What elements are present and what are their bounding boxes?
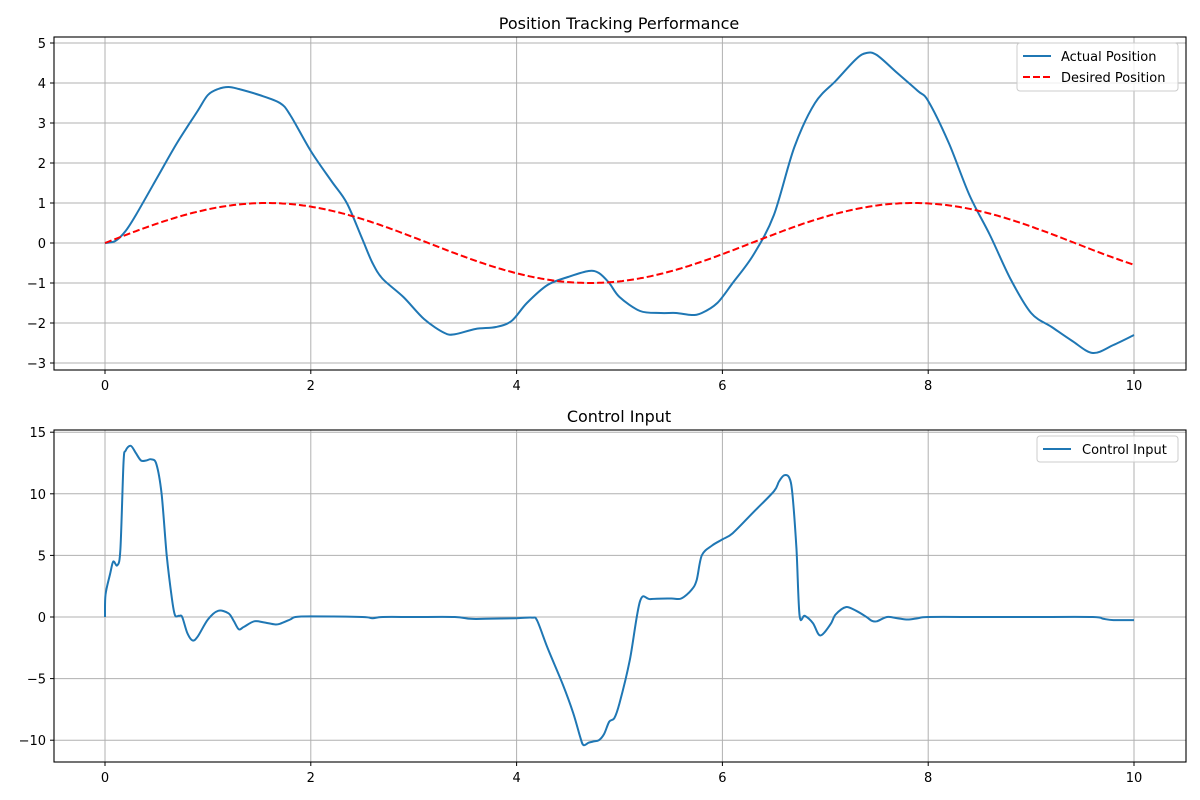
bottom-ytick-label: 5 [38, 549, 46, 564]
top-ytick-label: −1 [27, 277, 46, 292]
top-xtick-label: 2 [307, 379, 315, 394]
bottom-ytick-label: 15 [29, 426, 46, 441]
top-grid [54, 37, 1186, 370]
bottom-ytick-label: 10 [29, 488, 46, 503]
top-ytick-label: 0 [38, 237, 46, 252]
top-y-axis: −3 −2 −1 0 1 2 3 4 5 [27, 37, 54, 372]
top-xtick-label: 4 [512, 379, 520, 394]
bottom-xtick-label: 2 [307, 771, 315, 786]
control-input-plot: Control Input 0 2 4 6 8 10 −10 −5 0 5 10 15 Contro… [19, 407, 1187, 786]
bottom-x-axis: 0 2 4 6 8 10 [101, 762, 1142, 786]
top-ytick-label: 2 [38, 157, 46, 172]
top-plot-lines [104, 51, 1135, 355]
top-ytick-label: 1 [38, 197, 46, 212]
legend-desired-position: Desired Position [1061, 71, 1165, 86]
top-xtick-label: 10 [1126, 379, 1143, 394]
bottom-ytick-label: −5 [27, 673, 46, 688]
control-input-line [103, 444, 1135, 747]
bottom-ytick-label: 0 [38, 611, 46, 626]
legend-actual-position: Actual Position [1061, 50, 1156, 65]
legend-control-input: Control Input [1082, 443, 1167, 458]
bottom-ytick-label: −10 [19, 734, 46, 749]
bottom-legend-box [1036, 435, 1179, 463]
actual-position-line [104, 51, 1135, 355]
top-legend: Actual Position Desired Position [1016, 42, 1179, 92]
top-legend-box [1016, 42, 1179, 92]
position-tracking-plot: Position Tracking Performance 0 2 4 6 8 10 −3… [27, 14, 1187, 394]
top-ytick-label: 3 [38, 117, 46, 132]
bottom-xtick-label: 0 [101, 771, 109, 786]
bottom-legend: Control Input [1036, 435, 1179, 463]
bottom-xtick-label: 4 [512, 771, 520, 786]
top-x-axis: 0 2 4 6 8 10 [101, 370, 1142, 394]
bottom-plot-frame [53, 429, 1187, 763]
top-ytick-label: 5 [38, 37, 46, 52]
top-ytick-label: −2 [27, 317, 46, 332]
top-ytick-label: 4 [38, 77, 46, 92]
bottom-plot-lines [103, 444, 1135, 747]
desired-position-line [104, 202, 1135, 284]
bottom-xtick-label: 6 [718, 771, 726, 786]
bottom-grid [54, 430, 1186, 762]
top-ytick-label: −3 [27, 357, 46, 372]
top-plot-title: Position Tracking Performance [499, 14, 739, 33]
top-xtick-label: 8 [924, 379, 932, 394]
bottom-xtick-label: 10 [1126, 771, 1143, 786]
top-xtick-label: 0 [101, 379, 109, 394]
bottom-plot-title: Control Input [567, 407, 671, 426]
bottom-y-axis: −10 −5 0 5 10 15 [19, 426, 54, 749]
bottom-xtick-label: 8 [924, 771, 932, 786]
top-xtick-label: 6 [718, 379, 726, 394]
